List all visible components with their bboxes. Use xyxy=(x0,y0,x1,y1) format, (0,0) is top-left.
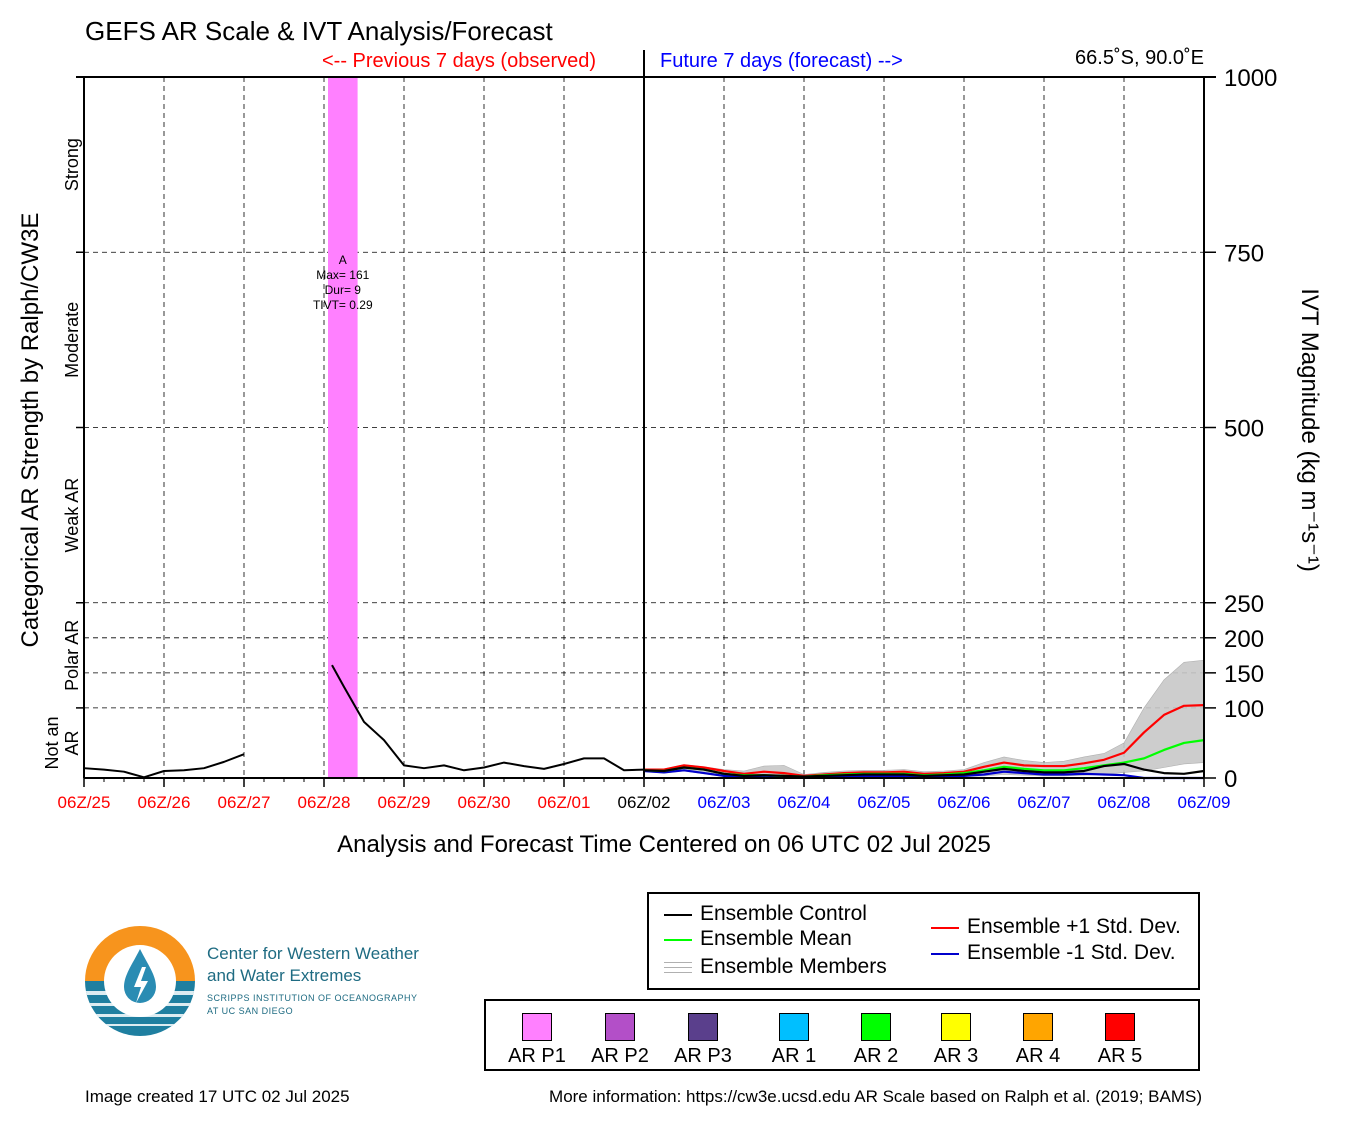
x-tick-label: 06Z/29 xyxy=(378,793,431,812)
y-tick-label: 500 xyxy=(1224,416,1264,443)
ar-category-label: AR 3 xyxy=(933,1045,979,1067)
legend-minus-std-label: Ensemble -1 Std. Dev. xyxy=(967,941,1176,964)
logo-line-1: Center for Western Weather xyxy=(207,944,419,963)
x-tick-label: 06Z/25 xyxy=(58,793,111,812)
x-axis-title: Analysis and Forecast Time Centered on 0… xyxy=(337,831,991,858)
logo-line-2: and Water Extremes xyxy=(207,966,362,985)
y-tick-label: 750 xyxy=(1224,240,1264,267)
legend-plus-std-label: Ensemble +1 Std. Dev. xyxy=(967,915,1181,938)
category-label: Weak AR xyxy=(62,478,82,553)
legend-mean-label: Ensemble Mean xyxy=(700,927,852,950)
ar-category-label: AR P2 xyxy=(591,1045,649,1067)
ar-event-band xyxy=(328,77,358,778)
observed-ivt-line-2 xyxy=(331,664,645,772)
ar-event-label-line: A xyxy=(339,253,347,267)
legend-members-swatch-2 xyxy=(664,967,692,968)
ar-category-swatch xyxy=(688,1013,718,1041)
category-label: Strong xyxy=(62,138,82,191)
x-tick-label: 06Z/27 xyxy=(218,793,271,812)
x-tick-label: 06Z/03 xyxy=(698,793,751,812)
x-tick-label: 06Z/08 xyxy=(1098,793,1151,812)
x-tick-label: 06Z/09 xyxy=(1178,793,1231,812)
ar-category-legend: AR P1 AR P2 AR P3 AR 1 AR 2 AR 3 AR 4 AR 5 xyxy=(484,999,1200,1071)
x-tick-label: 06Z/28 xyxy=(298,793,351,812)
right-axis-title: IVT Magnitude (kg m⁻¹s⁻¹) xyxy=(1296,288,1323,572)
series-line-ensemble-control xyxy=(643,762,1205,778)
series-line-ensemble-1-std-dev- xyxy=(644,703,1205,777)
ar-event-label-line: Dur= 9 xyxy=(325,283,362,297)
ar-category-swatch xyxy=(861,1013,891,1041)
y-tick-label: 150 xyxy=(1224,661,1264,688)
ar-category-label: AR P1 xyxy=(508,1045,566,1067)
legend-minus-std-swatch xyxy=(931,953,959,955)
ar-category-label: AR 4 xyxy=(1015,1045,1061,1067)
x-tick-label: 06Z/05 xyxy=(858,793,911,812)
ar-category-label: AR 2 xyxy=(853,1045,899,1067)
series-legend: Ensemble Control Ensemble Mean Ensemble … xyxy=(647,892,1200,990)
image-created-footer: Image created 17 UTC 02 Jul 2025 xyxy=(85,1087,350,1106)
legend-members-swatch-1 xyxy=(664,962,692,963)
legend-control-label: Ensemble Control xyxy=(700,902,867,925)
chart-title: GEFS AR Scale & IVT Analysis/Forecast xyxy=(85,16,553,46)
y-tick-label: 0 xyxy=(1224,766,1237,793)
future-days-label: Future 7 days (forecast) --> xyxy=(660,50,903,72)
ensemble-members-envelope xyxy=(643,659,1205,779)
previous-days-label: <-- Previous 7 days (observed) xyxy=(322,50,597,72)
legend-plus-std-swatch xyxy=(931,927,959,929)
x-tick-label: 06Z/07 xyxy=(1018,793,1071,812)
left-axis-title: Categorical AR Strength by Ralph/CW3E xyxy=(17,213,44,648)
ar-event-label-line: TIVT= 0.29 xyxy=(313,298,373,312)
x-tick-label: 06Z/26 xyxy=(138,793,191,812)
more-info-footer: More information: https://cw3e.ucsd.edu … xyxy=(549,1087,1202,1106)
legend-mean-swatch xyxy=(664,939,692,941)
y-tick-label: 250 xyxy=(1224,591,1264,618)
ar-category-label: AR 5 xyxy=(1097,1045,1143,1067)
ar-category-label: AR P3 xyxy=(674,1045,732,1067)
ar-category-swatch xyxy=(1023,1013,1053,1041)
x-tick-label: 06Z/04 xyxy=(778,793,831,812)
ar-category-swatch xyxy=(1105,1013,1135,1041)
legend-members-swatch-3 xyxy=(664,972,692,973)
category-label: Moderate xyxy=(62,302,82,378)
ar-event-label-line: Max= 161 xyxy=(316,268,369,282)
legend-control-swatch xyxy=(664,914,692,916)
ar-category-label: AR 1 xyxy=(771,1045,817,1067)
x-tick-label: 06Z/02 xyxy=(618,793,671,812)
ar-category-swatch xyxy=(941,1013,971,1041)
x-tick-label: 06Z/30 xyxy=(458,793,511,812)
location-label: 66.5˚S, 90.0˚E xyxy=(1075,47,1204,69)
y-tick-label: 100 xyxy=(1224,696,1264,723)
logo-line-3: SCRIPPS INSTITUTION OF OCEANOGRAPHY xyxy=(207,993,418,1003)
ar-category-swatch xyxy=(522,1013,552,1041)
y-tick-label: 200 xyxy=(1224,626,1264,653)
cw3e-logo-icon xyxy=(85,926,195,1036)
category-label: Not an xyxy=(42,716,62,769)
x-tick-label: 06Z/01 xyxy=(538,793,591,812)
ar-category-swatch xyxy=(779,1013,809,1041)
category-label: AR xyxy=(62,730,82,755)
x-tick-label: 06Z/06 xyxy=(938,793,991,812)
ar-category-swatch xyxy=(605,1013,635,1041)
observed-ivt-line-1 xyxy=(83,753,245,779)
y-tick-label: 1000 xyxy=(1224,65,1277,92)
legend-members-label: Ensemble Members xyxy=(700,955,887,978)
category-label: Polar AR xyxy=(62,620,82,691)
logo-line-4: AT UC SAN DIEGO xyxy=(207,1006,294,1016)
